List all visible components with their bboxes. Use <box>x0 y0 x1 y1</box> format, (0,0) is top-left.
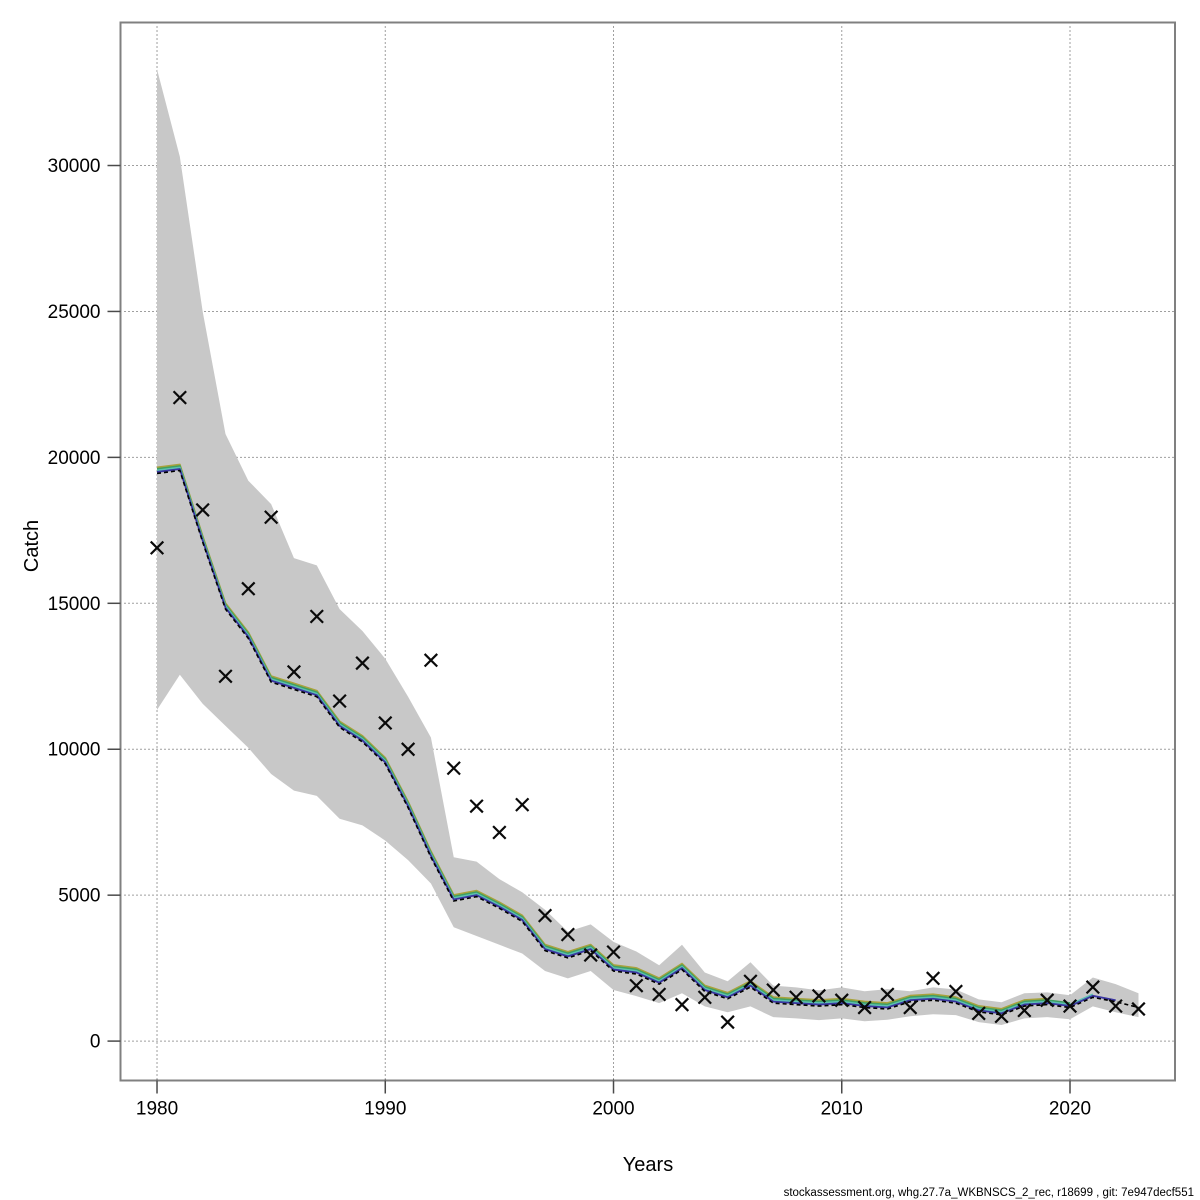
observed-catch-marker <box>925 971 941 986</box>
observed-catch-marker <box>1040 993 1055 1008</box>
axis-ticks-and-labels: 0 5000 10000 15000 20000 25000 30000 1980 1990 20… <box>48 156 1091 1119</box>
observed-catch-marker <box>629 978 644 993</box>
y-tick-label: 20000 <box>48 448 101 469</box>
observed-catch-marker <box>1062 998 1078 1014</box>
observed-catch-marker <box>515 797 530 812</box>
observed-catch-marker <box>1131 1001 1146 1017</box>
observed-catch-marker <box>697 990 712 1005</box>
observed-catch-marker <box>309 609 324 624</box>
observed-catch-marker <box>720 1015 735 1030</box>
plot-border <box>119 21 1176 1082</box>
observed-catch-marker <box>149 540 165 555</box>
x-tick-label: 1980 <box>136 1099 178 1120</box>
observed-catch-marker <box>469 799 484 814</box>
observed-catch-markers <box>149 390 1146 1030</box>
observed-catch-marker <box>1017 1003 1032 1018</box>
observed-catch-marker <box>994 1009 1009 1024</box>
observed-catch-marker <box>195 502 210 517</box>
observed-catch-marker <box>355 656 370 671</box>
fit-line <box>156 469 1139 1016</box>
y-tick-label: 25000 <box>48 302 101 323</box>
retro-peel-2019 <box>156 463 1048 1010</box>
observed-catch-marker <box>766 982 781 998</box>
observed-catch-marker <box>492 825 507 840</box>
y-tick-label: 30000 <box>48 156 101 177</box>
observed-catch-marker <box>652 987 667 1002</box>
observed-catch-marker <box>789 990 804 1005</box>
observed-catch-marker <box>1085 980 1100 995</box>
x-axis-title: Years <box>623 1154 673 1176</box>
y-axis-title: Catch <box>21 520 43 572</box>
observed-catch-marker <box>971 1006 986 1021</box>
x-tick-label: 2010 <box>821 1099 863 1120</box>
observed-catch-marker <box>286 664 302 679</box>
y-tick-label: 15000 <box>48 594 101 615</box>
y-tick-label: 5000 <box>58 886 100 907</box>
retro-peel-2021 <box>156 466 1094 1013</box>
observed-catch-marker <box>834 993 849 1008</box>
retro-peel-2020 <box>156 465 1071 1012</box>
y-tick-label: 10000 <box>48 740 101 761</box>
observed-catch-marker <box>674 997 690 1012</box>
observed-catch-marker <box>1108 998 1123 1014</box>
observed-catch-marker <box>606 945 621 960</box>
observed-catch-marker <box>332 694 347 709</box>
observed-catch-marker <box>264 510 279 525</box>
observed-catch-marker <box>743 974 758 989</box>
x-tick-label: 1990 <box>364 1099 406 1120</box>
x-tick-label: 2020 <box>1049 1099 1091 1120</box>
observed-catch-marker <box>423 653 438 668</box>
observed-catch-marker <box>172 390 187 405</box>
observed-catch-marker <box>880 987 895 1002</box>
x-tick-label: 2000 <box>592 1099 634 1120</box>
observed-catch-marker <box>903 1000 918 1015</box>
observed-catch-marker <box>446 761 461 776</box>
confidence-band-layer <box>157 69 1139 1026</box>
y-tick-label: 0 <box>90 1032 101 1053</box>
observed-catch-marker <box>218 669 233 684</box>
plot-frame <box>119 21 1176 1082</box>
confidence-band <box>157 69 1139 1026</box>
retro-peel-2022 <box>156 468 1116 1015</box>
observed-catch-marker <box>378 715 393 731</box>
observed-catch-marker <box>401 742 416 757</box>
observed-catch-marker <box>857 1000 872 1015</box>
fit-lines-layer <box>156 463 1139 1016</box>
observed-catch-marker <box>583 947 598 963</box>
observed-catch-marker <box>537 908 553 923</box>
observed-catch-marker <box>560 927 575 942</box>
observed-catch-marker <box>241 581 256 596</box>
attribution-text: stockassessment.org, whg.27.7a_WKBNSCS_2… <box>784 1187 1194 1199</box>
observed-catch-marker <box>948 984 963 999</box>
observed-catch-marker <box>811 988 827 1003</box>
